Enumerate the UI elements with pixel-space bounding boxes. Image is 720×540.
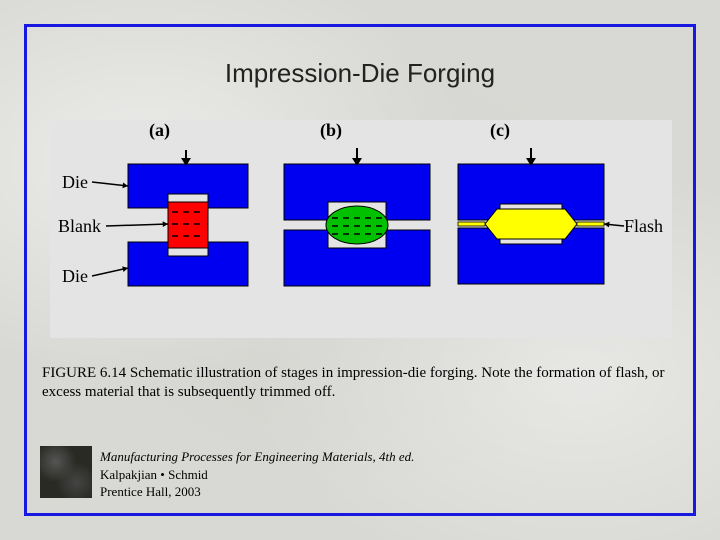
die-top-label: Die: [62, 172, 88, 193]
credits-block: Manufacturing Processes for Engineering …: [100, 448, 414, 501]
flash-label: Flash: [624, 216, 663, 237]
book-authors: Kalpakjian • Schmid: [100, 466, 414, 484]
stage-label-b: (b): [320, 120, 342, 141]
book-title: Manufacturing Processes for Engineering …: [100, 448, 414, 466]
die-bottom-label: Die: [62, 266, 88, 287]
stage-label-c: (c): [490, 120, 510, 141]
blank-label: Blank: [58, 216, 101, 237]
figure-caption: FIGURE 6.14 Schematic illustration of st…: [42, 364, 678, 402]
textbook-thumbnail: [40, 446, 92, 498]
forging-diagram: (a) (b) (c) Die Blank Die Flash: [50, 120, 672, 338]
book-publisher: Prentice Hall, 2003: [100, 483, 414, 501]
stage-label-a: (a): [149, 120, 170, 141]
slide-title: Impression-Die Forging: [0, 58, 720, 89]
